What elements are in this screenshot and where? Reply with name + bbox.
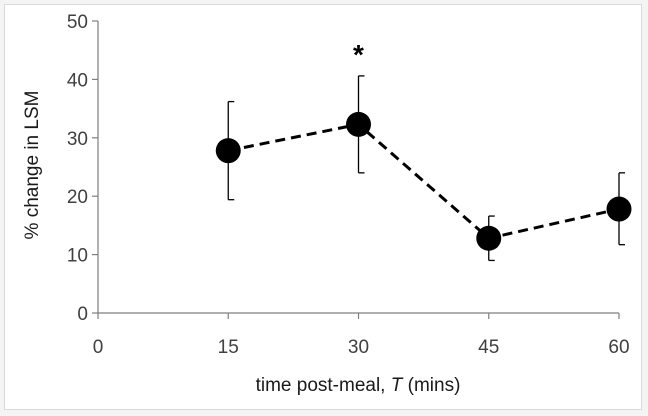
series-line [227, 122, 620, 240]
y-axis: 0 10 20 30 40 50 [67, 12, 99, 325]
data-point [346, 111, 371, 137]
x-axis: 0 15 30 45 60 [93, 312, 630, 358]
series-layer: * [215, 39, 632, 262]
x-tick-label: 30 [348, 337, 369, 358]
data-point [215, 138, 241, 164]
x-tick-label: 60 [608, 337, 629, 358]
x-tick-label: 0 [93, 337, 104, 358]
x-tick-label: 15 [218, 337, 239, 358]
y-tick-label: 10 [67, 246, 88, 267]
y-tick-label: 50 [67, 12, 88, 33]
y-tick-label: 0 [77, 304, 88, 325]
y-axis-label: % change in LSM [22, 91, 43, 240]
significance-annotation: * [353, 39, 364, 70]
x-axis-label: time post-meal, T (mins) [256, 375, 461, 396]
x-axis-label-italic: T [391, 375, 404, 396]
y-tick-label: 20 [67, 187, 88, 208]
data-point [606, 196, 632, 222]
x-tick-label: 45 [478, 337, 499, 358]
x-axis-label-text: time post-meal, [256, 375, 391, 396]
x-axis-label-suffix: (mins) [402, 375, 460, 396]
y-tick-label: 40 [67, 70, 88, 91]
data-point [476, 225, 502, 251]
chart-frame [4, 4, 642, 410]
y-tick-label: 30 [67, 129, 88, 150]
